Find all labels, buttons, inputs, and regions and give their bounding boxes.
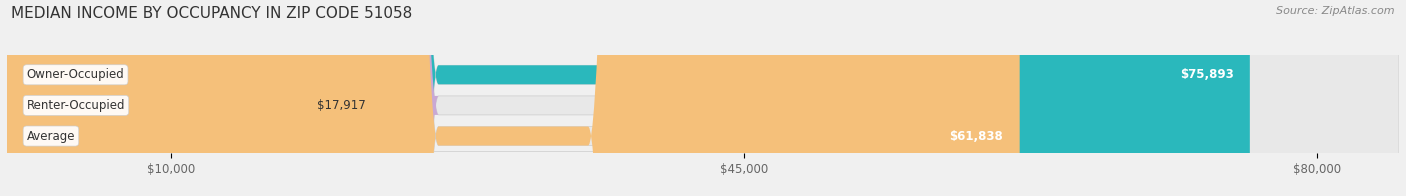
FancyBboxPatch shape (0, 0, 439, 196)
FancyBboxPatch shape (7, 0, 1399, 196)
Text: Renter-Occupied: Renter-Occupied (27, 99, 125, 112)
Text: $61,838: $61,838 (949, 130, 1004, 142)
Text: $75,893: $75,893 (1180, 68, 1233, 81)
FancyBboxPatch shape (7, 0, 1250, 196)
Text: MEDIAN INCOME BY OCCUPANCY IN ZIP CODE 51058: MEDIAN INCOME BY OCCUPANCY IN ZIP CODE 5… (11, 6, 412, 21)
Text: Owner-Occupied: Owner-Occupied (27, 68, 124, 81)
Text: $17,917: $17,917 (316, 99, 366, 112)
Text: Average: Average (27, 130, 75, 142)
FancyBboxPatch shape (7, 0, 1399, 196)
Text: Source: ZipAtlas.com: Source: ZipAtlas.com (1277, 6, 1395, 16)
FancyBboxPatch shape (7, 0, 1019, 196)
FancyBboxPatch shape (7, 0, 1399, 196)
